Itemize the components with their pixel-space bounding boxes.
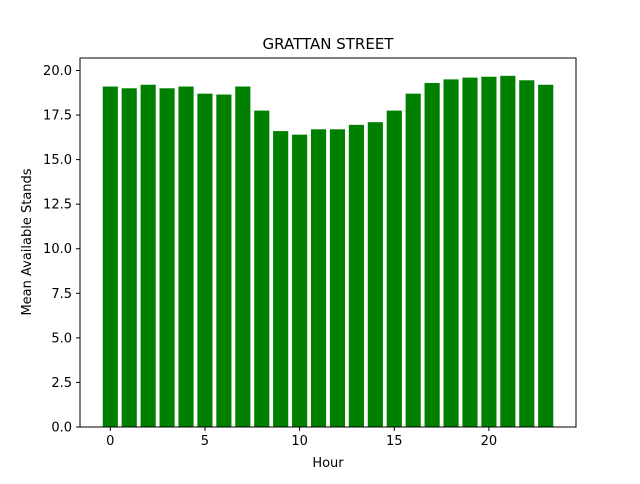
y-tick-label: 17.5 [43,109,72,124]
y-tick-label: 10.0 [43,242,72,257]
x-tick-label: 0 [106,434,114,449]
bar-hour-9 [273,131,289,427]
y-tick-label: 2.5 [51,376,72,391]
bar-hour-10 [292,134,308,427]
bar-hour-18 [443,79,459,427]
x-tick-label: 15 [386,434,403,449]
bar-hour-1 [121,88,137,428]
bar-hour-22 [519,80,535,427]
bar-hour-13 [348,124,364,427]
bar-hour-2 [140,84,156,428]
bar-hour-11 [310,129,327,428]
chart-title: GRATTAN STREET [263,35,395,53]
bar-hour-17 [424,82,440,428]
bar-hour-12 [329,129,346,428]
y-tick-label: 5.0 [51,331,72,346]
plot-frame [79,57,577,428]
y-axis-label: Mean Available Stands [20,168,35,315]
bar-hour-6 [216,94,232,427]
bar-hour-0 [102,86,118,428]
x-tick-label: 5 [201,434,209,449]
y-tick-label: 0.0 [51,421,72,436]
bar-hour-19 [462,77,478,428]
x-tick-label: 10 [291,434,308,449]
bar-hour-20 [481,76,497,427]
bar-hour-4 [178,86,194,428]
bar-hour-16 [405,93,421,428]
x-axis-ticks: 0 5 10 15 20 [106,427,497,449]
bar-hour-7 [235,86,251,428]
bar-series [102,75,554,428]
x-tick-label: 20 [481,434,498,449]
bar-hour-23 [538,84,554,428]
y-axis-ticks: 0.0 2.5 5.0 7.5 10.0 12.5 15.0 17.5 20.0 [43,64,80,436]
bar-hour-8 [254,110,270,427]
y-tick-label: 7.5 [51,287,72,302]
y-tick-label: 20.0 [43,64,72,79]
bar-hour-15 [386,110,402,427]
bar-hour-14 [367,122,383,428]
y-tick-label: 12.5 [43,198,72,213]
bar-hour-3 [159,88,175,428]
x-axis-label: Hour [312,456,344,471]
bar-hour-5 [197,93,213,428]
bar-hour-21 [500,75,516,427]
y-tick-label: 15.0 [43,153,72,168]
